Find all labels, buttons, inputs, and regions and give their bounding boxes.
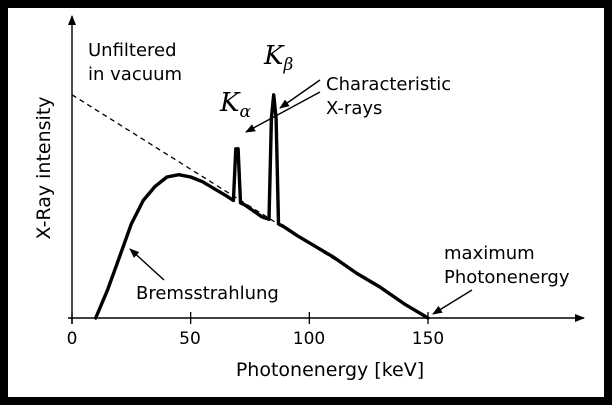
unfiltered-dashed-line [71,94,429,319]
x-axis-title: Photonenergy [keV] [236,359,424,381]
characteristic-arrow-beta [279,79,321,109]
spectrum-curve [94,93,430,320]
xray-spectrum-diagram: 0 50 100 150 Photonenergy [keV] X-Ray in… [33,15,585,381]
k-alpha-label: Kα [219,88,251,122]
y-axis-title: X-Ray intensity [33,96,55,239]
x-rays-label: X-rays [326,98,382,119]
maximum-arrow [432,289,473,315]
x-tick-label: 150 [412,329,444,349]
x-tick-label: 50 [179,329,201,349]
unfiltered-label: Unfiltered [88,40,177,61]
k-beta-label: Kβ [263,41,293,75]
bremsstrahlung-label: Bremsstrahlung [136,283,279,304]
bremsstrahlung-arrow [129,248,165,281]
characteristic-label: Characteristic [326,74,451,95]
x-tick-label: 0 [67,329,78,349]
x-tick-label: 100 [293,329,325,349]
maximum-label: maximum [444,243,535,264]
in-vacuum-label: in vacuum [88,64,182,85]
diagram-frame: 0 50 100 150 Photonenergy [keV] X-Ray in… [8,8,604,397]
characteristic-arrow-alpha [245,91,321,133]
photonenergy-label: Photonenergy [444,267,570,288]
